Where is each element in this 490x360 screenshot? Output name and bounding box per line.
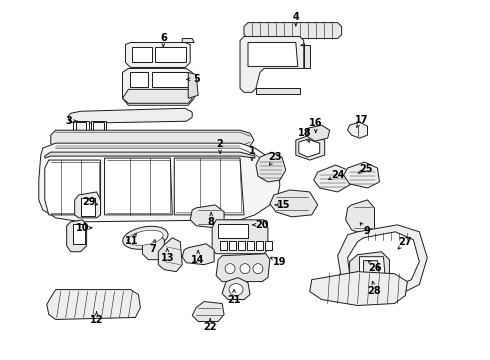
Polygon shape — [349, 252, 390, 285]
Polygon shape — [229, 241, 236, 250]
Text: 18: 18 — [298, 128, 312, 138]
Polygon shape — [143, 234, 164, 260]
Polygon shape — [343, 162, 379, 188]
Polygon shape — [190, 205, 224, 228]
Polygon shape — [247, 241, 254, 250]
Text: 27: 27 — [399, 237, 412, 247]
Polygon shape — [51, 130, 254, 148]
Polygon shape — [300, 42, 310, 68]
Polygon shape — [256, 88, 300, 94]
Polygon shape — [130, 72, 148, 87]
Ellipse shape — [128, 230, 163, 245]
Text: 25: 25 — [359, 164, 372, 174]
Text: 2: 2 — [217, 139, 223, 149]
Polygon shape — [314, 165, 349, 192]
Polygon shape — [345, 200, 374, 235]
Polygon shape — [152, 72, 188, 87]
Polygon shape — [67, 220, 87, 252]
Polygon shape — [158, 238, 182, 272]
Polygon shape — [73, 121, 89, 132]
Text: 5: 5 — [193, 75, 199, 84]
Polygon shape — [188, 72, 198, 98]
Text: 11: 11 — [124, 236, 138, 246]
Text: 10: 10 — [76, 223, 89, 233]
Text: 23: 23 — [268, 152, 282, 162]
Polygon shape — [248, 42, 298, 67]
Polygon shape — [69, 108, 192, 123]
Text: 28: 28 — [368, 285, 381, 296]
Polygon shape — [73, 224, 85, 244]
Polygon shape — [364, 261, 379, 275]
Polygon shape — [212, 220, 268, 254]
Polygon shape — [222, 278, 250, 300]
Polygon shape — [218, 224, 248, 238]
Polygon shape — [270, 190, 318, 217]
Text: 8: 8 — [208, 217, 215, 227]
Polygon shape — [310, 272, 407, 306]
Text: 6: 6 — [160, 32, 167, 42]
Polygon shape — [296, 135, 325, 160]
Polygon shape — [75, 122, 86, 131]
Text: 19: 19 — [273, 257, 287, 267]
Polygon shape — [132, 46, 152, 62]
Polygon shape — [192, 302, 224, 321]
Ellipse shape — [240, 264, 250, 274]
Ellipse shape — [122, 226, 168, 249]
Polygon shape — [74, 192, 100, 218]
Text: 22: 22 — [203, 323, 217, 332]
Text: 21: 21 — [227, 294, 241, 305]
Polygon shape — [81, 198, 95, 216]
Ellipse shape — [253, 264, 263, 274]
Polygon shape — [360, 257, 386, 282]
Text: 29: 29 — [82, 197, 96, 207]
Text: 9: 9 — [363, 226, 370, 236]
Ellipse shape — [229, 284, 243, 296]
Text: 4: 4 — [293, 12, 299, 22]
Polygon shape — [240, 37, 304, 92]
Polygon shape — [307, 125, 330, 141]
Polygon shape — [125, 42, 190, 67]
Polygon shape — [238, 241, 245, 250]
Text: 13: 13 — [161, 253, 174, 263]
Polygon shape — [47, 289, 141, 319]
Polygon shape — [347, 122, 368, 138]
Polygon shape — [104, 158, 172, 215]
Ellipse shape — [225, 264, 235, 274]
Polygon shape — [182, 39, 194, 42]
Text: 17: 17 — [355, 115, 368, 125]
Polygon shape — [182, 244, 214, 265]
Polygon shape — [45, 160, 100, 215]
Text: 16: 16 — [309, 118, 322, 128]
Polygon shape — [216, 254, 270, 282]
Polygon shape — [244, 23, 342, 39]
Polygon shape — [265, 241, 272, 250]
Text: 14: 14 — [192, 255, 205, 265]
Polygon shape — [299, 139, 319, 157]
Text: 3: 3 — [65, 116, 72, 126]
Text: 7: 7 — [149, 244, 156, 254]
Polygon shape — [45, 152, 255, 158]
Polygon shape — [338, 225, 427, 294]
Text: 1: 1 — [248, 146, 255, 156]
Polygon shape — [122, 68, 194, 105]
Polygon shape — [256, 152, 286, 182]
Polygon shape — [256, 241, 263, 250]
Text: 15: 15 — [277, 200, 291, 210]
Polygon shape — [91, 121, 105, 132]
Text: 12: 12 — [90, 315, 103, 325]
Polygon shape — [220, 241, 227, 250]
Polygon shape — [174, 158, 244, 215]
Text: 26: 26 — [369, 263, 382, 273]
Polygon shape — [39, 143, 280, 222]
Polygon shape — [93, 122, 103, 131]
Text: 24: 24 — [331, 170, 344, 180]
Polygon shape — [347, 232, 419, 288]
Polygon shape — [155, 46, 186, 62]
Polygon shape — [122, 89, 192, 103]
Text: 20: 20 — [255, 220, 269, 230]
